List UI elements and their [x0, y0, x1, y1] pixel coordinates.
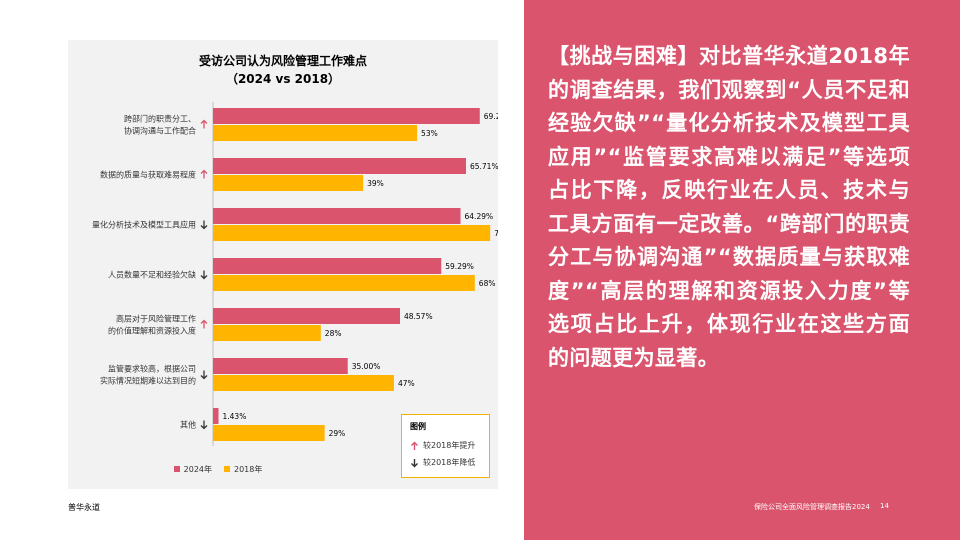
- bar-2018年-6: [213, 425, 325, 441]
- data-label-2018年-3: 68%: [479, 279, 496, 288]
- trend-down-icon-5: [200, 370, 208, 380]
- chart-panel: 受访公司认为风险管理工作难点 （2024 vs 2018） 69.29% 53% 跨…: [68, 40, 498, 489]
- bar-2018年-0: [213, 125, 418, 141]
- trend-legend-down: 较2018年降低: [410, 457, 475, 468]
- data-label-2024年-2: 64.29%: [465, 212, 494, 221]
- data-label-2018年-5: 47%: [398, 379, 415, 388]
- data-label-2018年-4: 28%: [325, 329, 342, 338]
- series-legend: 2024年 2018年: [68, 464, 368, 475]
- bar-2018年-3: [213, 275, 475, 291]
- category-label-3-0: 人员数量不足和经验欠缺: [108, 270, 196, 280]
- data-label-2024年-3: 59.29%: [445, 262, 474, 271]
- category-label-0-1: 协调沟通与工作配合: [124, 126, 196, 136]
- bar-2018年-5: [213, 375, 394, 391]
- trend-down-icon-3: [200, 270, 208, 280]
- trend-legend-up: 较2018年提升: [410, 440, 475, 451]
- data-label-2018年-6: 29%: [329, 429, 346, 438]
- trend-up-icon-4: [200, 319, 208, 329]
- footer-report-title: 保险公司全面风险管理调查报告2024: [754, 503, 870, 511]
- category-label-5-1: 实际情况短期难以达到目的: [100, 376, 196, 386]
- bar-2024年-4: [213, 308, 400, 324]
- legend-swatch-2024: [173, 466, 180, 472]
- legend-label-2018: 2018年: [234, 465, 263, 474]
- category-label-0-0: 跨部门的职责分工、: [124, 114, 196, 124]
- trend-legend-up-label: 较2018年提升: [423, 441, 476, 450]
- data-label-2018年-1: 39%: [367, 179, 384, 188]
- data-label-2024年-6: 1.43%: [223, 412, 247, 421]
- bar-2024年-3: [213, 258, 442, 274]
- bar-2018年-1: [213, 175, 364, 191]
- trend-legend: 图例 较2018年提升 较2018年降低: [401, 414, 490, 478]
- chart-subtitle: （2024 vs 2018）: [225, 72, 341, 86]
- category-label-6-0: 其他: [180, 420, 196, 430]
- data-label-2018年-0: 53%: [421, 129, 438, 138]
- trend-down-icon-2: [200, 220, 208, 230]
- bar-2018年-4: [213, 325, 321, 341]
- footer-brand: 普华永道: [68, 503, 100, 512]
- bar-2024年-6: [213, 408, 219, 424]
- bar-chart: 69.29% 53% 跨部门的职责分工、协调沟通与工作配合 65.71% 39% 数据的质…: [92, 102, 498, 446]
- right-panel: [524, 0, 960, 540]
- legend-swatch-2018: [224, 466, 230, 472]
- bar-2024年-1: [213, 158, 466, 174]
- legend-label-2024: 2024年: [183, 465, 212, 474]
- data-label-2024年-4: 48.57%: [404, 312, 433, 321]
- trend-up-icon-0: [200, 119, 208, 129]
- category-label-1-0: 数据的质量与获取难易程度: [100, 170, 196, 180]
- chart-title: 受访公司认为风险管理工作难点: [198, 54, 367, 68]
- legend-item-2018: 2018年: [224, 464, 262, 475]
- trend-legend-title: 图例: [410, 422, 426, 431]
- bar-2024年-5: [213, 358, 348, 374]
- category-label-4-0: 高层对于风险管理工作: [116, 314, 196, 324]
- commentary-text: 【挑战与困难】对比普华永道2018年的调查结果，我们观察到“人员不足和经验欠缺”…: [548, 44, 910, 370]
- data-label-2018年-2: 72%: [494, 229, 498, 238]
- bar-2024年-2: [213, 208, 461, 224]
- data-label-2024年-1: 65.71%: [470, 162, 498, 171]
- trend-legend-down-label: 较2018年降低: [423, 458, 476, 467]
- legend-item-2024: 2024年: [173, 464, 212, 475]
- category-label-2-0: 量化分析技术及模型工具应用: [92, 220, 196, 230]
- data-label-2024年-5: 35.00%: [352, 362, 381, 371]
- footer-page-number: 14: [880, 502, 889, 510]
- bar-2018年-2: [213, 225, 491, 241]
- category-label-4-1: 的价值理解和资源投入度: [108, 326, 196, 336]
- bar-2024年-0: [213, 108, 480, 124]
- trend-up-icon-1: [200, 169, 208, 179]
- data-label-2024年-0: 69.29%: [484, 112, 498, 121]
- arrow-up-icon: [411, 441, 418, 450]
- category-label-5-0: 监管要求较高，根据公司: [108, 364, 196, 374]
- trend-down-icon-6: [200, 420, 208, 430]
- arrow-down-icon: [411, 458, 418, 467]
